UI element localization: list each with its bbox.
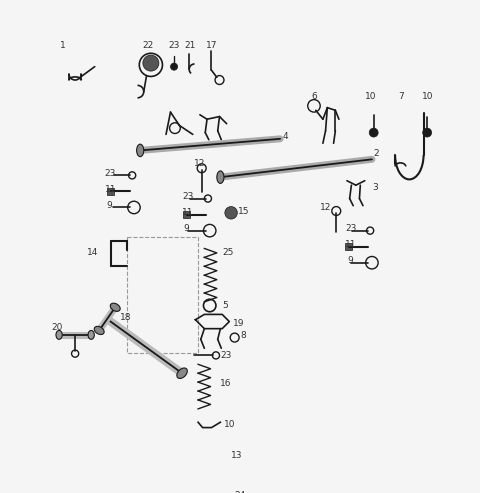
Ellipse shape — [177, 368, 187, 379]
Ellipse shape — [206, 470, 212, 478]
Text: 1: 1 — [60, 41, 66, 50]
Text: 7: 7 — [398, 93, 404, 102]
Text: 25: 25 — [222, 247, 234, 256]
Text: 10: 10 — [224, 421, 236, 429]
Text: 3: 3 — [372, 183, 378, 192]
Ellipse shape — [110, 303, 120, 312]
Text: 17: 17 — [206, 41, 217, 50]
Text: 10: 10 — [422, 93, 433, 102]
Ellipse shape — [88, 330, 94, 339]
Text: 23: 23 — [168, 41, 180, 50]
Circle shape — [143, 55, 159, 71]
Text: 8: 8 — [240, 331, 246, 340]
Ellipse shape — [56, 330, 62, 339]
Text: 22: 22 — [143, 41, 154, 50]
Text: 21: 21 — [185, 41, 196, 50]
Ellipse shape — [188, 446, 194, 455]
Text: 15: 15 — [238, 207, 250, 215]
Bar — [127, 237, 198, 352]
Text: 24: 24 — [235, 491, 246, 493]
Circle shape — [170, 63, 178, 70]
Ellipse shape — [137, 144, 144, 157]
Text: 11: 11 — [182, 209, 193, 217]
Text: 4: 4 — [283, 132, 288, 141]
Text: 10: 10 — [365, 93, 376, 102]
Text: 23: 23 — [182, 192, 193, 201]
Text: 18: 18 — [120, 313, 131, 321]
Text: 12: 12 — [320, 203, 332, 212]
Bar — [107, 188, 114, 195]
Ellipse shape — [217, 171, 224, 183]
Circle shape — [225, 207, 237, 219]
Text: 9: 9 — [347, 256, 353, 265]
Text: 2: 2 — [374, 149, 379, 158]
Text: 13: 13 — [231, 451, 242, 459]
Bar — [345, 243, 352, 250]
Text: 12: 12 — [193, 159, 205, 168]
Text: 23: 23 — [345, 224, 357, 233]
Text: 9: 9 — [184, 224, 190, 233]
Text: 19: 19 — [233, 319, 244, 328]
Text: 23: 23 — [220, 351, 232, 360]
Text: 20: 20 — [51, 323, 62, 332]
Circle shape — [369, 128, 378, 137]
Text: 5: 5 — [222, 301, 228, 310]
Text: 11: 11 — [105, 185, 116, 194]
Circle shape — [195, 489, 208, 493]
Ellipse shape — [94, 326, 104, 335]
Ellipse shape — [224, 446, 230, 455]
Circle shape — [423, 128, 432, 137]
Text: 9: 9 — [106, 201, 112, 210]
Bar — [183, 211, 190, 218]
Text: 11: 11 — [345, 241, 357, 249]
Text: 6: 6 — [312, 93, 317, 102]
Text: 16: 16 — [220, 380, 232, 388]
Text: 14: 14 — [87, 247, 98, 256]
Text: 23: 23 — [105, 169, 116, 178]
